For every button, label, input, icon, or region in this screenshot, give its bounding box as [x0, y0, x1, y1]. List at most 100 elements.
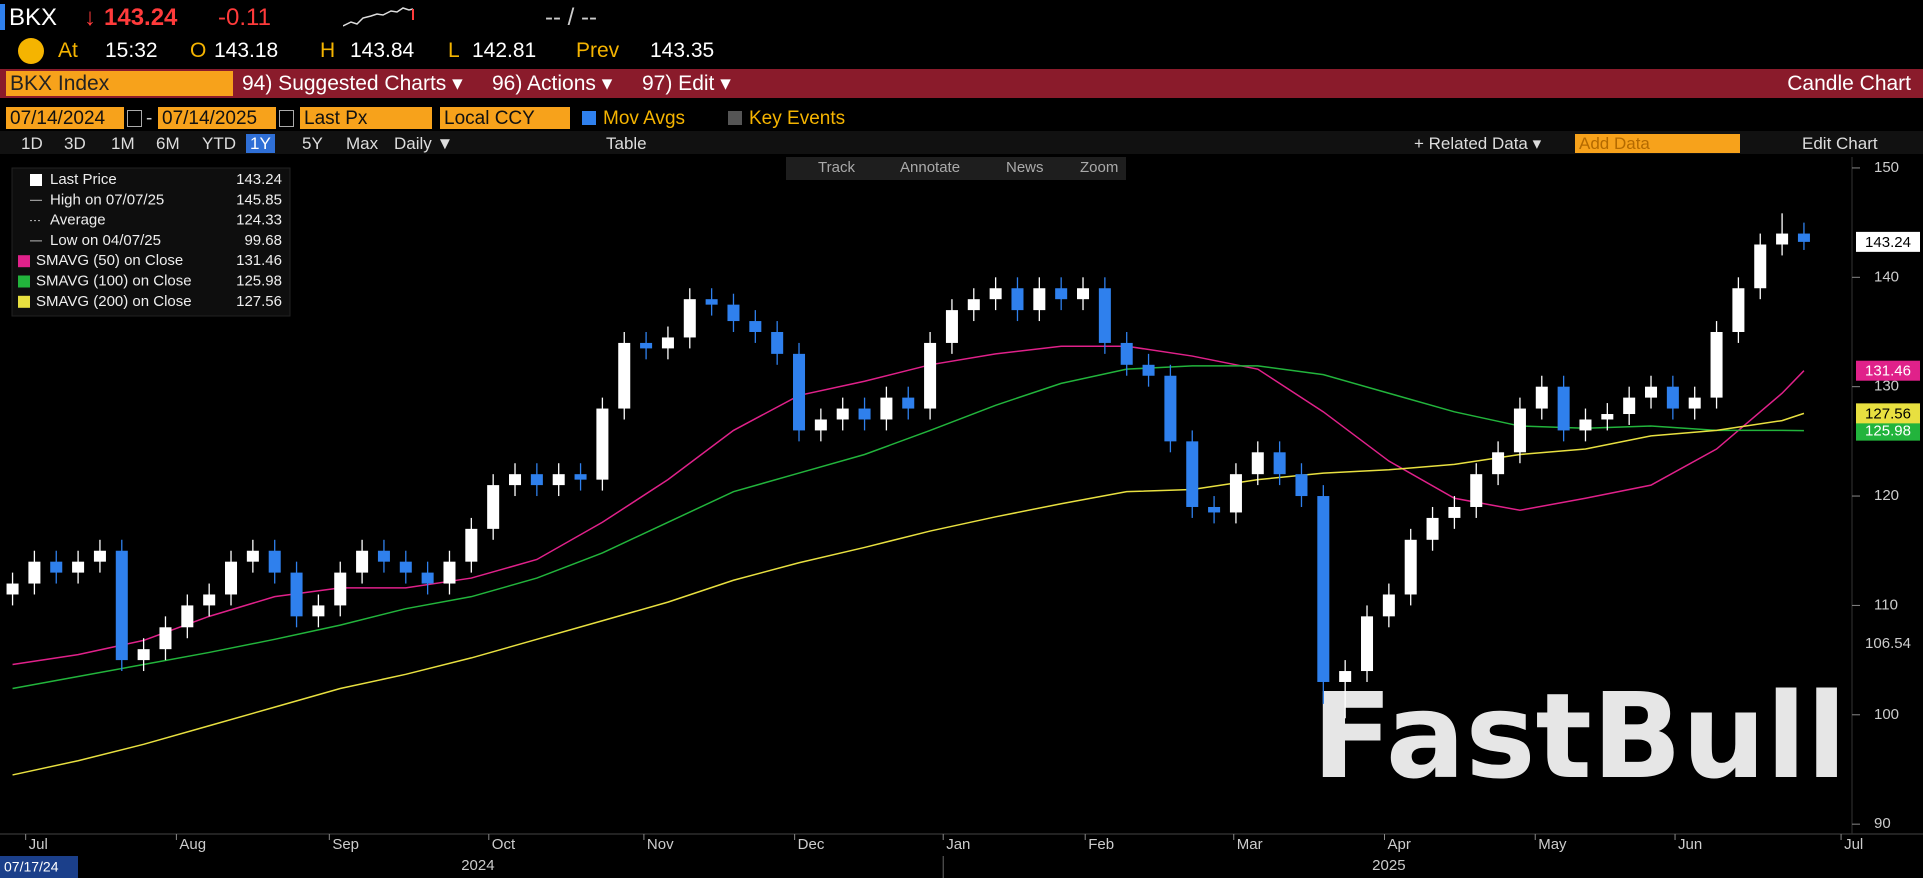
- at-label: At: [58, 39, 78, 62]
- candle-body: [683, 299, 696, 338]
- candle-body: [596, 408, 609, 480]
- low-label: L: [448, 39, 460, 62]
- candle-body: [1317, 496, 1330, 682]
- bid-ask: -- / --: [545, 4, 597, 31]
- candle-body: [1513, 408, 1526, 453]
- candle-body: [399, 561, 412, 573]
- candle-body: [159, 627, 172, 650]
- period-button[interactable]: 1Y: [246, 134, 275, 153]
- candle-body: [28, 561, 41, 584]
- candle-body: [203, 594, 216, 606]
- legend-value: 131.46: [236, 252, 282, 269]
- period-button[interactable]: 5Y: [302, 134, 323, 153]
- candle-body: [661, 337, 674, 349]
- chart-tool[interactable]: Track: [818, 159, 855, 176]
- field[interactable]: Last Px: [300, 107, 432, 129]
- checkbox[interactable]: [728, 111, 742, 125]
- end-date[interactable]: 07/14/2025: [158, 107, 276, 129]
- y-tick-label: 110: [1874, 596, 1898, 613]
- chart-tool[interactable]: Zoom: [1080, 159, 1119, 176]
- candle-body: [487, 485, 500, 529]
- y-tick-label: 90: [1874, 815, 1891, 832]
- x-tick-label: May: [1538, 836, 1567, 853]
- start-date[interactable]: 07/14/2024: [6, 107, 124, 129]
- add-data[interactable]: Add Data: [1575, 134, 1740, 153]
- open-label: O: [190, 39, 207, 62]
- key-events[interactable]: Key Events: [749, 108, 846, 129]
- candle-body: [1557, 386, 1570, 431]
- menu-item[interactable]: 97) Edit ▾: [642, 72, 731, 95]
- frequency[interactable]: Daily ▼: [394, 134, 454, 153]
- menu-item[interactable]: 94) Suggested Charts ▾: [242, 72, 463, 95]
- price-badge: [1856, 403, 1920, 424]
- high-label: H: [320, 39, 336, 62]
- chart-tool[interactable]: Annotate: [900, 159, 961, 176]
- price-badge-label: 125.98: [1865, 423, 1911, 440]
- y-tick-label: 140: [1874, 268, 1899, 285]
- candle-body: [1426, 517, 1439, 540]
- candle-body: [1710, 331, 1723, 398]
- period-button[interactable]: 1M: [111, 134, 135, 153]
- candle-body: [1492, 452, 1505, 475]
- y-tick-label: 100: [1874, 706, 1899, 723]
- menu-item[interactable]: 96) Actions ▾: [492, 72, 613, 95]
- currency[interactable]: Local CCY: [440, 107, 570, 129]
- candle-body: [1164, 375, 1177, 442]
- price-badge-label: 131.46: [1865, 363, 1911, 380]
- security[interactable]: BKX Index: [6, 71, 233, 96]
- price-badge-label: 106.54: [1865, 635, 1911, 652]
- price-badge: [1856, 420, 1920, 441]
- period-button[interactable]: 1D: [21, 134, 43, 153]
- candle-body: [1382, 594, 1395, 617]
- candle-body: [836, 408, 849, 420]
- candle-body: [924, 342, 937, 409]
- low: 142.81: [472, 39, 537, 62]
- candle-body: [1339, 671, 1352, 682]
- candle-body: [1011, 288, 1024, 311]
- price-badge-label: 127.56: [1865, 405, 1911, 422]
- period-button[interactable]: YTD: [202, 134, 236, 153]
- period-button[interactable]: Max: [346, 134, 379, 153]
- legend-icon: [30, 174, 42, 186]
- candle-body: [1077, 288, 1090, 300]
- price-badge: [1856, 231, 1920, 252]
- legend-box: [11, 167, 291, 317]
- period-button[interactable]: 6M: [156, 134, 180, 153]
- candle-body: [50, 561, 63, 573]
- chart-tool[interactable]: News: [1006, 159, 1044, 176]
- calendar-icon[interactable]: [127, 110, 142, 127]
- candle-body: [137, 649, 150, 661]
- candle-body: [1055, 288, 1068, 300]
- period-button[interactable]: 3D: [64, 134, 86, 153]
- table[interactable]: Table: [606, 134, 647, 153]
- candle-body: [356, 550, 369, 573]
- candle-body: [814, 419, 827, 431]
- edit-chart[interactable]: Edit Chart: [1802, 134, 1878, 153]
- candle-body: [6, 583, 19, 595]
- candle-body: [1033, 288, 1046, 311]
- candle-body: [465, 528, 478, 562]
- candle-body: [1448, 506, 1461, 518]
- candle-body: [509, 474, 522, 486]
- candle-body: [225, 561, 238, 595]
- legend-value: 127.56: [236, 293, 282, 310]
- candle-body: [1361, 616, 1374, 672]
- legend-label: SMAVG (50) on Close: [36, 252, 183, 269]
- toolbar: [0, 131, 1923, 154]
- price-badge: [1856, 360, 1920, 381]
- calendar-icon[interactable]: [279, 110, 294, 127]
- chart-type: Candle Chart: [1787, 72, 1911, 95]
- last-price: 143.24: [104, 4, 178, 31]
- y-tick-label: 150: [1874, 159, 1899, 176]
- menu-bar: [0, 69, 1923, 98]
- checkbox[interactable]: [582, 111, 596, 125]
- x-tick-label: Dec: [798, 836, 825, 853]
- moving-average: [12, 345, 1805, 666]
- mov-avgs[interactable]: Mov Avgs: [603, 108, 686, 129]
- legend-label: Last Price: [50, 171, 117, 188]
- legend-value: 124.33: [236, 212, 282, 229]
- related-data[interactable]: + Related Data ▾: [1414, 134, 1542, 153]
- y-tick-label: 130: [1874, 378, 1899, 395]
- candle-body: [1229, 474, 1242, 513]
